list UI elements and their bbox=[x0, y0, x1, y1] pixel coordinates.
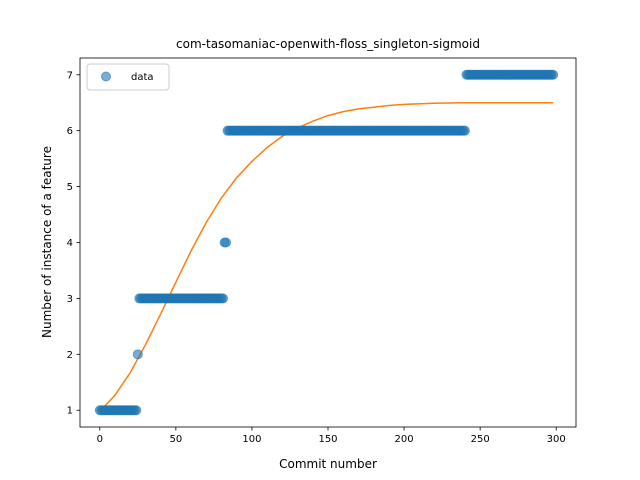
legend-box bbox=[86, 63, 170, 91]
x-tick-label: 0 bbox=[97, 434, 103, 445]
x-tick-label: 200 bbox=[395, 434, 414, 445]
x-tick-label: 300 bbox=[547, 434, 566, 445]
y-tick-label: 4 bbox=[67, 238, 73, 249]
plot-background bbox=[80, 58, 576, 427]
data-points-layer bbox=[94, 69, 559, 416]
legend-marker-data bbox=[101, 71, 111, 82]
plot-area bbox=[80, 58, 576, 427]
legend-label-data: data bbox=[131, 72, 154, 83]
legend: data bbox=[86, 63, 170, 91]
x-tick-label: 250 bbox=[471, 434, 490, 445]
x-tick-label: 50 bbox=[169, 434, 182, 445]
data-point bbox=[218, 293, 229, 304]
data-point bbox=[459, 125, 470, 136]
data-point bbox=[221, 237, 232, 248]
y-tick-label: 2 bbox=[67, 350, 73, 361]
data-point bbox=[548, 69, 559, 80]
x-tick-label: 150 bbox=[318, 434, 337, 445]
data-point bbox=[132, 349, 143, 360]
chart-title: com-tasomaniac-openwith-floss_singleton-… bbox=[176, 37, 480, 51]
y-tick-label: 3 bbox=[67, 294, 73, 305]
axes-layer: 0 50 100 150 200 250 300 1 2 3 4 5 6 7 bbox=[67, 57, 577, 445]
y-tick-label: 6 bbox=[67, 126, 73, 137]
data-point bbox=[131, 405, 142, 416]
y-tick-label: 5 bbox=[67, 182, 73, 193]
x-tick-label: 100 bbox=[242, 434, 261, 445]
y-axis-label: Number of instance of a feature bbox=[40, 146, 54, 338]
y-tick-label: 7 bbox=[67, 70, 73, 81]
y-tick-label: 1 bbox=[67, 406, 73, 417]
x-axis-label: Commit number bbox=[279, 457, 377, 471]
